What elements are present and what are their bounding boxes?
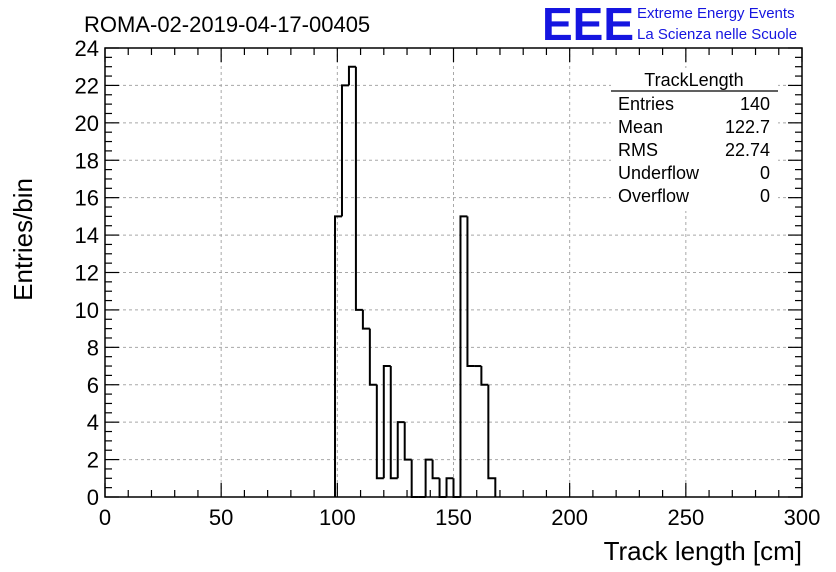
stats-mean-label: Mean (618, 117, 663, 137)
chart-title: ROMA-02-2019-04-17-00405 (84, 12, 370, 37)
histogram-bin (438, 478, 447, 498)
y-tick-label: 14 (75, 223, 99, 248)
y-tick-label: 0 (87, 485, 99, 510)
histogram-bin (340, 84, 349, 217)
stats-entries-value: 140 (740, 94, 770, 114)
x-tick-label: 150 (435, 505, 472, 530)
stats-box: TrackLength Entries 140 Mean 122.7 RMS 2… (611, 68, 778, 211)
y-tick-label: 20 (75, 111, 99, 136)
histogram-bin (354, 66, 363, 311)
y-tick-label: 2 (87, 448, 99, 473)
y-tick-label: 24 (75, 36, 99, 61)
y-tick-label: 18 (75, 148, 99, 173)
histogram-bin (368, 328, 377, 386)
y-tick-label: 12 (75, 261, 99, 286)
histogram-bin (382, 365, 391, 479)
stats-rms-label: RMS (618, 140, 658, 160)
y-tick-label: 8 (87, 335, 99, 360)
stats-underflow-value: 0 (760, 163, 770, 183)
brand-line-2: La Scienza nelle Scuole (637, 26, 797, 43)
histogram-bin (396, 421, 405, 479)
stats-underflow-label: Underflow (618, 163, 700, 183)
y-tick-label: 22 (75, 73, 99, 98)
histogram-bin (410, 459, 419, 498)
eee-logo: EEE (542, 0, 634, 50)
x-tick-label: 0 (99, 505, 111, 530)
histogram-bin (361, 309, 370, 330)
x-tick-label: 300 (784, 505, 821, 530)
y-axis-title: Entries/bin (8, 178, 38, 301)
grid-lines (105, 48, 802, 497)
y-tick-label: 10 (75, 298, 99, 323)
stats-mean-value: 122.7 (725, 117, 770, 137)
y-tick-label: 4 (87, 410, 99, 435)
histogram-bin (347, 65, 356, 86)
histogram-bin (424, 458, 433, 497)
histogram-bin (452, 478, 461, 498)
histogram-bin (487, 384, 497, 497)
brand-block: EEE Extreme Energy Events La Scienza nel… (542, 0, 797, 50)
x-tick-label: 200 (551, 505, 588, 530)
histogram-bin (375, 384, 384, 480)
y-tick-label: 6 (87, 373, 99, 398)
histogram-bin (445, 477, 454, 497)
brand-line-1: Extreme Energy Events (637, 5, 795, 22)
histogram-bin (480, 366, 489, 386)
histogram-bin (334, 215, 342, 497)
histogram-bars (334, 65, 497, 498)
histogram-bin (403, 422, 412, 461)
x-tick-label: 250 (667, 505, 704, 530)
x-tick-label: 50 (209, 505, 233, 530)
stats-box-title: TrackLength (644, 70, 743, 90)
stats-rms-value: 22.74 (725, 140, 770, 160)
y-tick-label: 16 (75, 186, 99, 211)
stats-overflow-value: 0 (760, 186, 770, 206)
axis-ticks (104, 47, 803, 498)
stats-box-background (611, 68, 778, 211)
histogram-bin (431, 459, 440, 480)
histogram-bin (389, 366, 398, 480)
stats-entries-label: Entries (618, 94, 674, 114)
stats-overflow-label: Overflow (618, 186, 690, 206)
histogram-bin (459, 215, 468, 497)
histogram-bin (466, 216, 475, 368)
x-axis-title: Track length [cm] (604, 536, 802, 566)
x-tick-label: 100 (319, 505, 356, 530)
x-tick-labels: 0 50 100 150 200 250 300 (99, 505, 820, 530)
